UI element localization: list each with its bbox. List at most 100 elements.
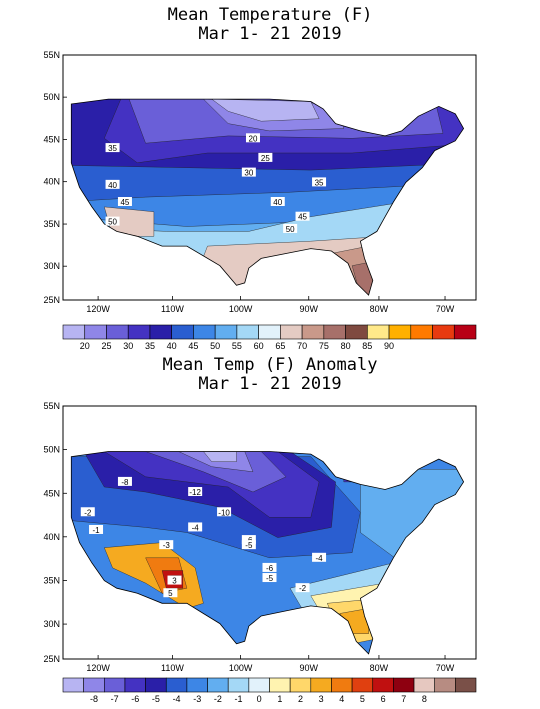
legend-swatch	[393, 677, 415, 693]
legend-swatch	[432, 324, 455, 340]
legend-swatch	[372, 677, 394, 693]
legend-swatch	[367, 324, 390, 340]
map2-title-line2: Mar 1- 21 2019	[198, 374, 342, 394]
legend-swatch	[410, 324, 433, 340]
contour-label: 40	[273, 198, 282, 207]
legend-label: -3	[193, 694, 201, 704]
legend-swatch	[455, 677, 477, 693]
contour-label-bg	[295, 583, 310, 593]
legend-label: 6	[381, 694, 386, 704]
lon-label: 120W	[86, 663, 110, 673]
map1-title: Mean Temperature (F) Mar 1- 21 2019	[0, 6, 540, 44]
lat-label: 40N	[43, 532, 60, 542]
legend-swatch	[171, 324, 194, 340]
contour-label-bg	[105, 179, 120, 189]
us-outline	[70, 451, 465, 655]
color-band	[104, 206, 155, 237]
lat-label: 45N	[43, 135, 60, 145]
legend-label: 25	[101, 341, 111, 351]
contour-label: 35	[108, 144, 117, 153]
lon-label: 100W	[229, 304, 253, 314]
color-band	[202, 451, 237, 462]
legend-label: 80	[341, 341, 351, 351]
legend-label: 40	[167, 341, 177, 351]
contour-label: 45	[120, 198, 129, 207]
contour-label: -8	[121, 478, 129, 487]
legend-swatch	[280, 324, 303, 340]
legend-label: 2	[298, 694, 303, 704]
contour-label-bg	[159, 540, 174, 550]
legend-label: 35	[145, 341, 155, 351]
legend-label: 8	[422, 694, 427, 704]
contour-label: -10	[218, 508, 230, 517]
us-outline	[70, 98, 465, 296]
legend-label: 20	[80, 341, 90, 351]
legend-swatch	[124, 677, 146, 693]
legend-swatch	[104, 677, 126, 693]
legend-swatch	[301, 324, 325, 340]
legend-label: 1	[277, 694, 282, 704]
legend-swatch	[227, 677, 250, 693]
color-band	[343, 456, 369, 483]
lon-label: 120W	[86, 304, 110, 314]
legend-label: -7	[111, 694, 119, 704]
lon-label: 110W	[161, 304, 184, 314]
legend-swatch	[62, 677, 84, 693]
lat-label: 55N	[43, 50, 60, 60]
contour-label: -4	[192, 523, 200, 532]
legend-swatch	[388, 324, 412, 340]
lat-label: 50N	[43, 445, 60, 455]
contour-label-bg	[188, 522, 203, 532]
legend-swatch	[453, 324, 477, 340]
lat-label: 30N	[43, 261, 60, 271]
legend-label: 55	[232, 341, 242, 351]
contour-label-bg	[245, 133, 260, 143]
map-frame	[62, 405, 477, 660]
legend-swatch	[248, 677, 270, 693]
legend-swatch	[351, 677, 374, 693]
contour-label-bg	[262, 573, 277, 583]
legend-swatch	[62, 324, 86, 340]
lon-label: 80W	[370, 304, 389, 314]
legend-label: 4	[339, 694, 344, 704]
contour-label-bg	[283, 223, 298, 233]
contour-label: 5	[168, 589, 173, 598]
contour-label: 35	[315, 178, 324, 187]
map1-title-line1: Mean Temperature (F)	[167, 5, 373, 25]
legend-label: -4	[173, 694, 181, 704]
temperature-legend: 20 25 30 35 40 45 50 55 60 65 70 75 80 85 90	[62, 324, 477, 351]
legend-label: 3	[319, 694, 324, 704]
lon-label: 110W	[161, 663, 184, 673]
lat-label: 55N	[43, 401, 60, 411]
contour-label: -5	[245, 541, 253, 550]
lat-label: 35N	[43, 219, 60, 229]
anomaly-map: 55N 50N 45N 40N 35N 30N 25N 120W 110W 100W 90W 80W 7…	[43, 401, 477, 673]
legend-swatch	[310, 677, 332, 693]
contour-label: 50	[108, 218, 117, 227]
contour-label: -3	[163, 541, 171, 550]
lon-label: 70W	[436, 304, 455, 314]
legend-label: 5	[360, 694, 365, 704]
legend-swatch	[127, 324, 151, 340]
legend-label: 30	[123, 341, 133, 351]
lon-label: 80W	[370, 663, 389, 673]
contour-label: -2	[299, 584, 307, 593]
lat-label: 30N	[43, 619, 60, 629]
contour-label-bg	[117, 476, 132, 486]
color-band	[211, 99, 320, 122]
legend-label: 7	[401, 694, 406, 704]
contour-label: 50	[286, 225, 295, 234]
contour-label: -5	[266, 574, 274, 583]
contour-label-bg	[270, 197, 285, 206]
contour-label-bg	[167, 575, 182, 585]
contour-label: -12	[189, 488, 201, 497]
legend-swatch	[413, 677, 435, 693]
legend-swatch	[269, 677, 291, 693]
legend-swatch	[186, 677, 208, 693]
contour-label-bg	[105, 216, 120, 226]
lat-label: 40N	[43, 177, 60, 187]
contour-label-bg	[89, 524, 104, 534]
temperature-map: 55N 50N 45N 40N 35N 30N 25N 120W 110W 100W 90W 80W 7…	[43, 50, 477, 314]
contour-label-bg	[295, 211, 310, 221]
contour-label: -1	[92, 526, 100, 535]
